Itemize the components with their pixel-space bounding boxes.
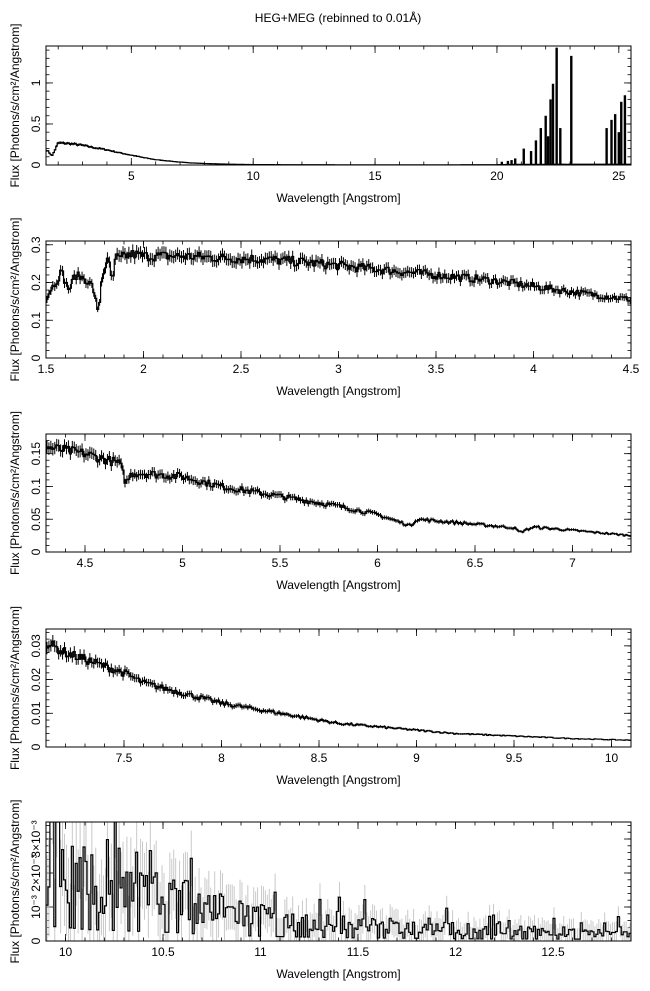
y-axis-title: Flux [Photons/s/cm²/Angstrom] [8, 411, 22, 575]
x-tick-label: 10.5 [151, 945, 175, 959]
y-tick-label: 3×10⁻³ [29, 820, 43, 857]
y-tick-label: 10⁻³ [29, 895, 43, 919]
plot-area [46, 47, 631, 165]
y-tick-label: 0.5 [29, 115, 43, 132]
x-tick-label: 3 [335, 362, 342, 376]
x-tick-label: 10 [605, 751, 619, 765]
plot-frame [45, 45, 632, 166]
y-axis-title: Flux [Photons/s/cm²/Angstrom] [8, 217, 22, 381]
error-bars [46, 141, 631, 165]
x-tick-label: 6 [374, 556, 381, 570]
chart-panel-3: 4.5 5 5.5 6 6.5 7 0 0.05 0.1 0.15 Wavelength [Angs… [8, 411, 632, 592]
x-tick-label: 4.5 [623, 362, 640, 376]
x-tick-label: 15 [368, 169, 382, 183]
plot-frame [45, 433, 632, 553]
x-tick-label: 25 [612, 169, 626, 183]
x-tick-label: 12 [449, 945, 463, 959]
figure-title: HEG+MEG (rebinned to 0.01Å) [255, 10, 421, 25]
x-tick-label: 9 [413, 751, 420, 765]
plot-area [46, 438, 631, 538]
y-tick-label: 0.02 [29, 668, 43, 692]
x-tick-label: 6.5 [467, 556, 484, 570]
y-axis-title: Flux [Photons/s/cm²/Angstrom] [8, 606, 22, 770]
x-tick-label: 11 [254, 945, 267, 959]
x-tick-label: 10 [247, 169, 261, 183]
x-tick-label: 10 [59, 945, 73, 959]
x-tick-label: 11.5 [347, 945, 370, 959]
y-tick-label: 0 [29, 161, 43, 168]
x-axis-title: Wavelength [Angstrom] [276, 191, 400, 205]
y-tick-label: 0.1 [29, 478, 43, 495]
x-tick-label: 8.5 [311, 751, 328, 765]
y-tick-label: 2×10⁻³ [29, 854, 43, 891]
y-tick-label: 0 [29, 937, 43, 944]
y-tick-label: 0 [29, 743, 43, 750]
chart-panel-1: 5 10 15 20 25 0 0.5 1 Wavelength [Angstrom] Flux … [8, 23, 632, 205]
x-tick-label: 5.5 [272, 556, 289, 570]
x-tick-label: 7.5 [116, 751, 133, 765]
error-bars [46, 438, 631, 538]
y-tick-label: 0.03 [29, 634, 43, 658]
x-axis-title: Wavelength [Angstrom] [276, 384, 400, 398]
y-tick-label: 1 [29, 79, 43, 86]
y-axis-title: Flux [Photons/s/cm²/Angstrom] [8, 799, 22, 963]
x-tick-label: 9.5 [506, 751, 523, 765]
y-tick-label: 0.1 [29, 312, 43, 329]
y-axis-title: Flux [Photons/s/cm²/Angstrom] [8, 23, 22, 187]
y-tick-label: 0.15 [29, 442, 43, 466]
x-tick-label: 4 [530, 362, 537, 376]
spectrum-histogram [46, 822, 631, 940]
x-tick-label: 20 [490, 169, 504, 183]
x-axis-title: Wavelength [Angstrom] [276, 967, 400, 981]
spectrum-histogram [46, 640, 631, 741]
x-tick-label: 3.5 [428, 362, 445, 376]
y-tick-label: 0 [29, 548, 43, 555]
y-tick-label: 0.01 [29, 701, 43, 725]
chart-panel-4: 7.5 8 8.5 9 9.5 10 0 0.01 0.02 0.03 Wavelength [An… [8, 606, 632, 787]
y-tick-label: 0.2 [29, 274, 43, 291]
plot-area [46, 244, 631, 313]
x-axis-title: Wavelength [Angstrom] [276, 773, 400, 787]
x-tick-label: 1.5 [38, 362, 55, 376]
spectrum-histogram [46, 142, 631, 165]
error-bars [46, 822, 631, 941]
x-tick-label: 12.5 [541, 945, 565, 959]
plot-area [46, 822, 631, 941]
y-tick-label: 0.05 [29, 507, 43, 531]
x-tick-label: 4.5 [77, 556, 94, 570]
spectrum-histogram [46, 444, 631, 537]
plot-area [46, 635, 631, 741]
y-tick-label: 0 [29, 354, 43, 361]
plot-frame [45, 240, 632, 359]
x-tick-label: 2 [140, 362, 147, 376]
x-tick-label: 8 [218, 751, 225, 765]
spectrum-histogram [46, 250, 631, 310]
plot-frame [45, 628, 632, 748]
x-tick-label: 7 [569, 556, 576, 570]
chart-panel-2: 1.5 2 2.5 3 3.5 4 4.5 0 0.1 0.2 0.3 Wavelength [Ang… [8, 217, 640, 398]
x-tick-label: 5 [128, 169, 135, 183]
x-axis-title: Wavelength [Angstrom] [276, 578, 400, 592]
x-tick-label: 2.5 [233, 362, 250, 376]
error-bars [46, 635, 631, 741]
chart-panel-5: 10 10.5 11 11.5 12 12.5 0 10⁻³ 2×10⁻³3×10⁻³ Wavel… [8, 799, 632, 981]
error-bars [46, 244, 631, 313]
plot-frame [45, 821, 632, 942]
x-tick-label: 5 [179, 556, 186, 570]
y-tick-label: 0.3 [29, 236, 43, 253]
